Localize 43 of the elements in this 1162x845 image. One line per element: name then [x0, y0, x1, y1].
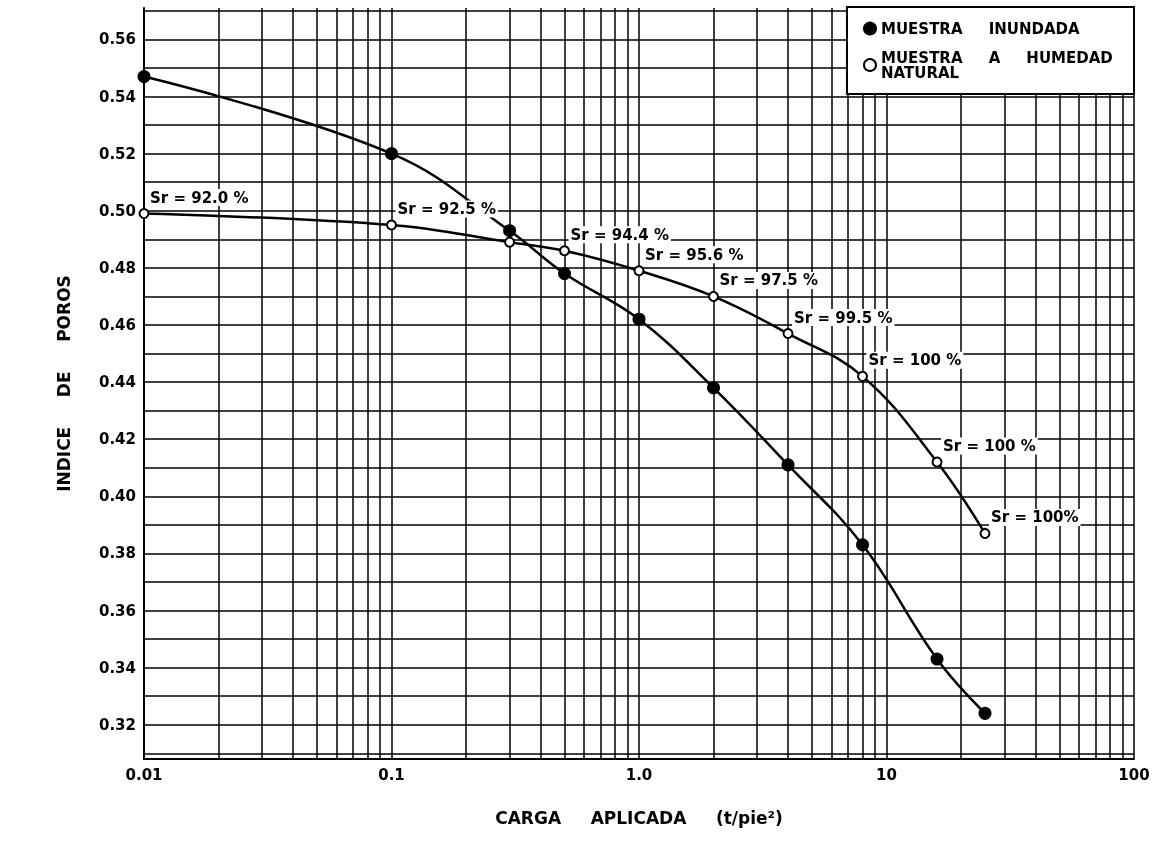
annotation: Sr = 100 %	[868, 351, 962, 370]
annotation: Sr = 97.5 %	[719, 271, 818, 290]
point	[856, 538, 870, 552]
y-tick-label: 0.46	[98, 315, 136, 334]
point	[632, 312, 646, 326]
y-tick-label: 0.34	[98, 658, 136, 677]
y-tick-label: 0.56	[98, 30, 136, 49]
y-tick-label: 0.40	[98, 487, 136, 506]
y-tick-label: 0.44	[98, 373, 136, 392]
annotation: Sr = 100%	[990, 508, 1079, 527]
y-tick-label: 0.38	[98, 544, 136, 563]
y-tick-label: 0.50	[98, 201, 136, 220]
annotation: Sr = 95.6 %	[645, 245, 744, 264]
x-tick-label: 0.1	[378, 765, 405, 784]
x-tick-label: 10	[876, 765, 897, 784]
annotation: Sr = 92.0 %	[150, 188, 249, 207]
point	[633, 265, 645, 277]
x-tick-label: 0.01	[125, 765, 163, 784]
y-tick-label: 0.52	[98, 144, 136, 163]
x-tick-label: 1.0	[625, 765, 653, 784]
x-tick-label: 100	[1118, 765, 1150, 784]
annotation: Sr = 100 %	[943, 437, 1036, 456]
point	[707, 381, 720, 395]
point	[857, 370, 869, 382]
point	[931, 456, 943, 468]
point	[930, 652, 944, 666]
point	[708, 290, 719, 302]
y-axis-title: INDICE DE POROS	[53, 275, 74, 492]
legend-label: MUESTRA A HUMEDAD NATURAL	[880, 48, 1119, 82]
annotation: Sr = 92.5 %	[397, 200, 496, 219]
point	[559, 245, 570, 257]
x-axis-title: CARGA APLICADA (t/pie²)	[495, 807, 783, 828]
annotation: Sr = 94.4 %	[570, 225, 669, 244]
legend-label: MUESTRA INUNDADA	[880, 19, 1081, 38]
point	[558, 267, 571, 281]
y-tick-label: 0.54	[98, 87, 136, 106]
point	[781, 458, 795, 472]
y-tick-label: 0.36	[98, 601, 136, 620]
point	[782, 328, 794, 340]
y-tick-label: 0.42	[98, 430, 136, 449]
y-tick-label: 0.32	[98, 715, 136, 734]
annotation: Sr = 99.5 %	[794, 308, 893, 327]
y-tick-label: 0.48	[98, 258, 136, 277]
